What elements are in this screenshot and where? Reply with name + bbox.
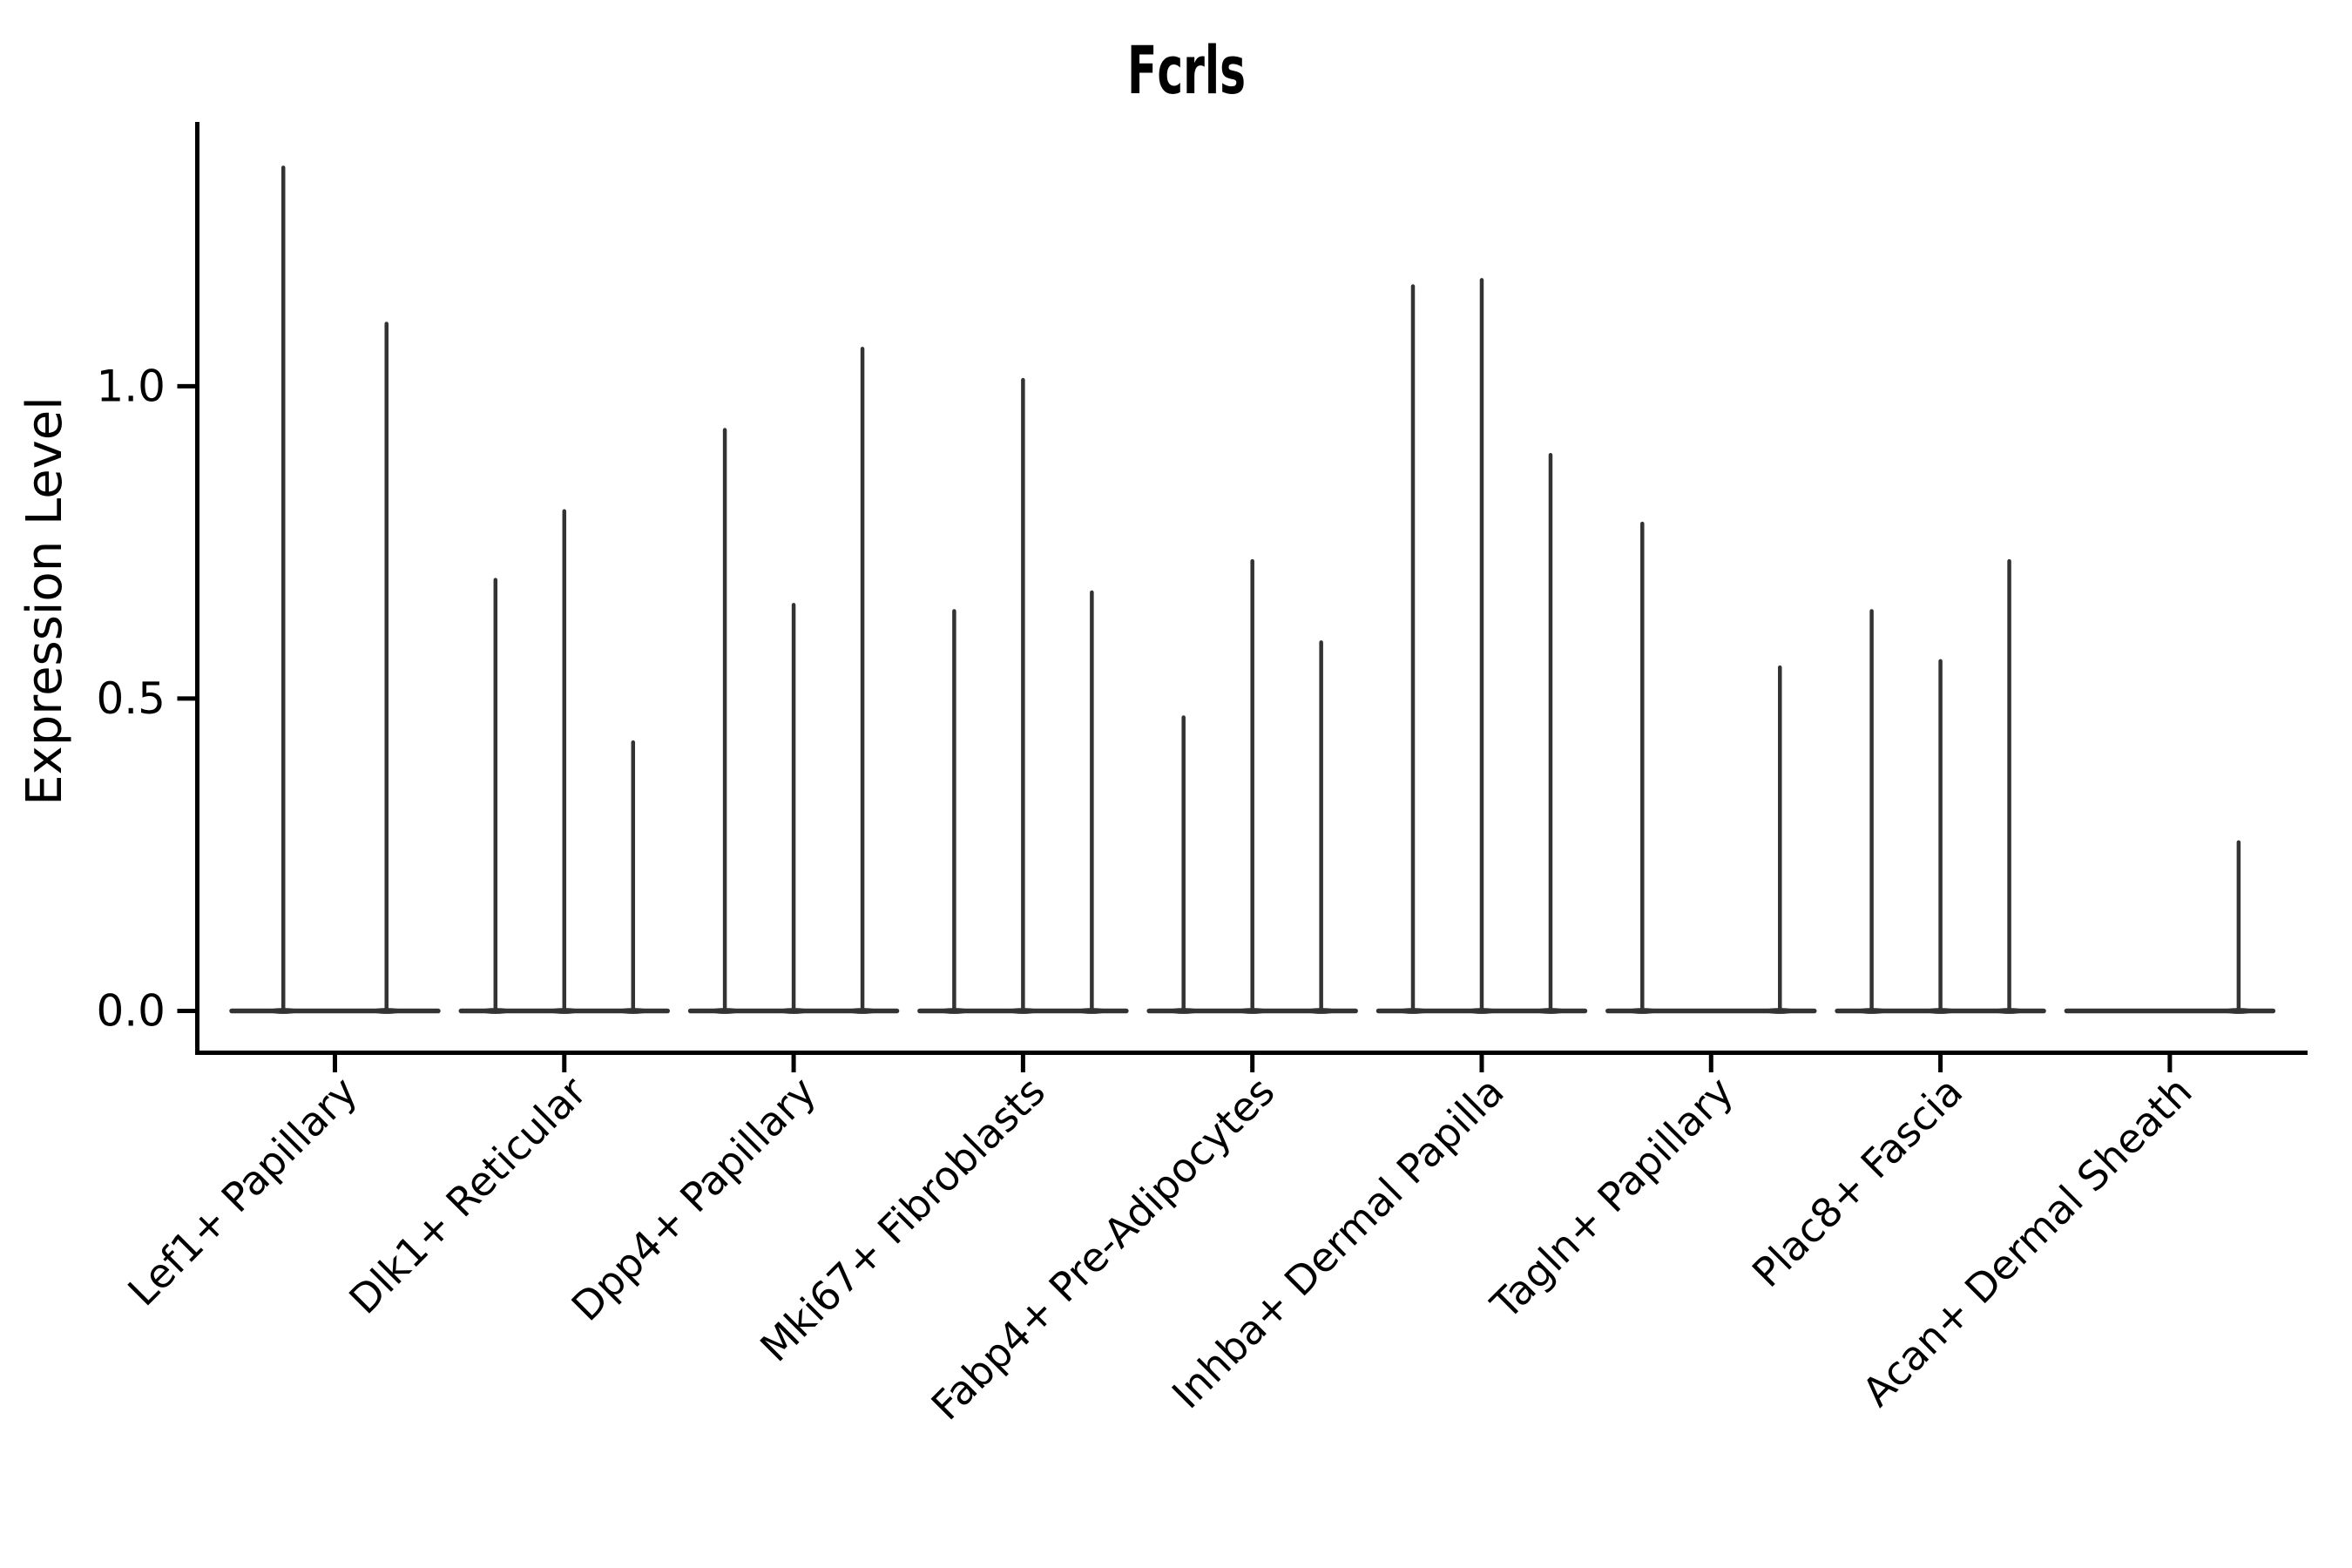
x-tick-label: Plac8+ Fascia: [1743, 1068, 1971, 1296]
violin-group: [917, 377, 1129, 1014]
violin-group: [1375, 278, 1588, 1014]
y-tick-label: 0.5: [96, 673, 166, 724]
y-tick-label: 1.0: [96, 361, 166, 411]
x-tick-label: Tagln+ Papillary: [1481, 1068, 1742, 1329]
violin-group: [1605, 521, 1817, 1014]
violin-group: [1835, 558, 2046, 1014]
violin-group: [229, 166, 441, 1014]
chart-title: Fcrls: [1127, 31, 1246, 109]
violin-group: [687, 347, 900, 1014]
violin-series-layer: [229, 166, 2276, 1014]
y-ticks-layer: 0.0 0.5 1.0: [96, 361, 198, 1037]
violin-group: [458, 509, 671, 1014]
y-axis-label: Expression Level: [17, 396, 73, 806]
x-tick-label: Dpp4+ Papillary: [563, 1068, 825, 1330]
x-tick-label: Lef1+ Papillary: [118, 1068, 366, 1315]
y-tick-label: 0.0: [96, 986, 166, 1037]
x-tick-label: Dlk1+ Reticular: [340, 1068, 595, 1323]
violin-group: [2064, 840, 2276, 1014]
violin-group: [1146, 558, 1358, 1014]
